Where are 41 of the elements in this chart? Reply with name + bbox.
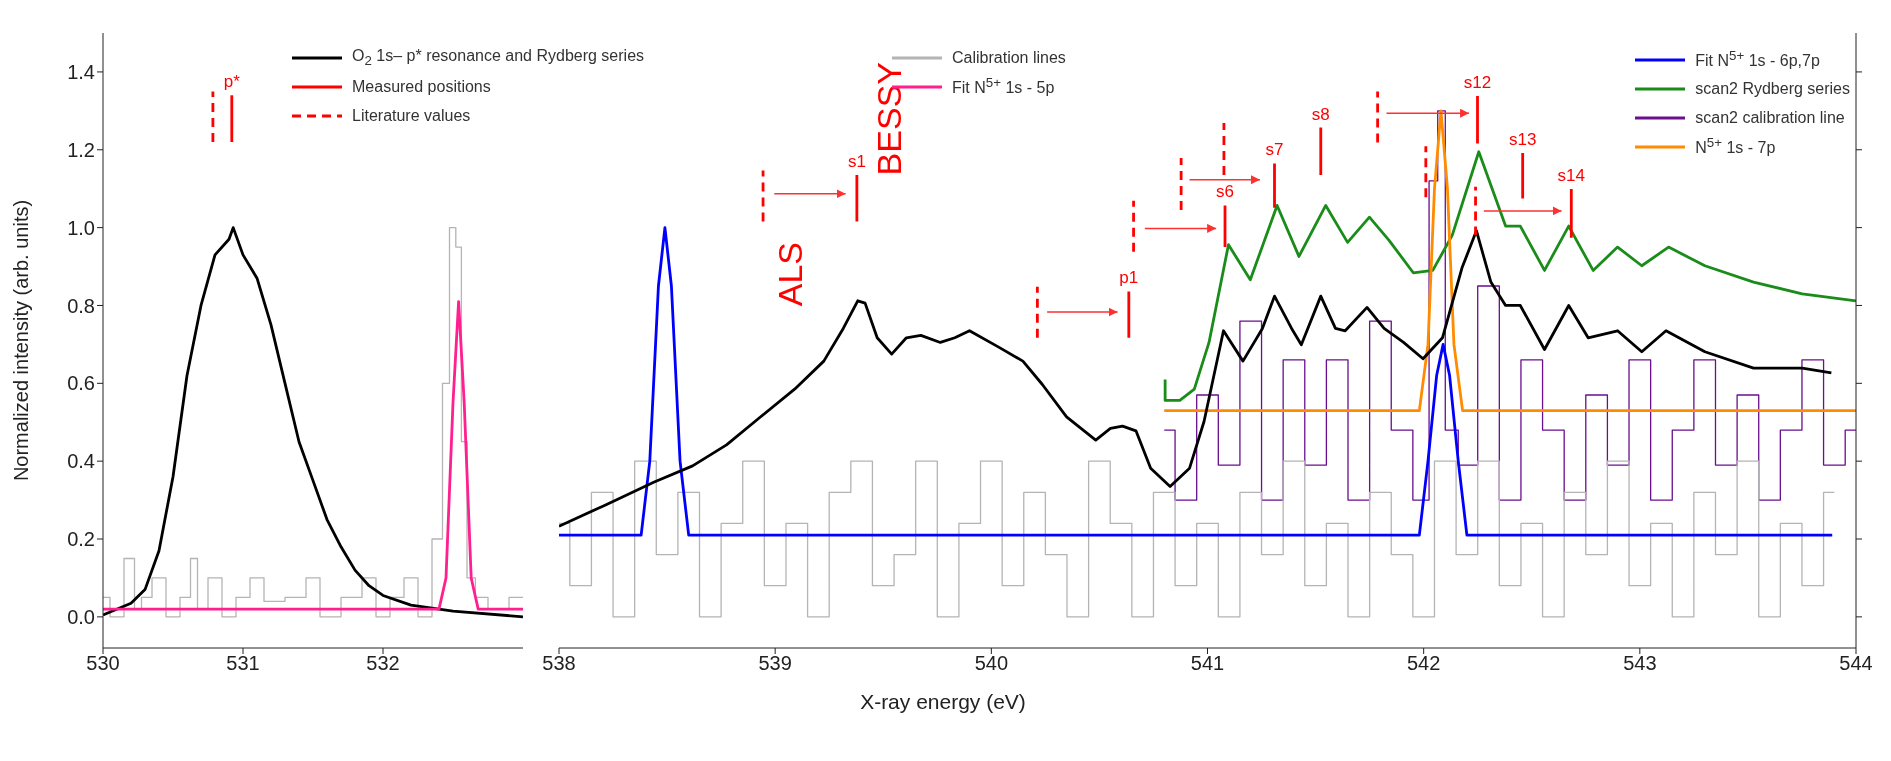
data-label: s14 bbox=[1557, 166, 1586, 186]
data-label: s13 bbox=[1508, 129, 1537, 149]
y-tick-label: 1.0 bbox=[67, 216, 95, 239]
x-tick-label: 542 bbox=[1406, 652, 1441, 675]
y-axis-title: Normalized intensity (arb. units) bbox=[10, 199, 33, 482]
y-tick-label: 0.6 bbox=[67, 372, 95, 395]
x-tick-label: 539 bbox=[758, 652, 792, 675]
x-axis-title: X-ray energy (eV) bbox=[860, 690, 1026, 713]
x-tick-label: 530 bbox=[86, 652, 120, 675]
y-tick-label: 0.0 bbox=[67, 605, 95, 628]
x-tick-label: 543 bbox=[1623, 652, 1657, 675]
y-tick-label: 1.2 bbox=[67, 138, 95, 161]
legend-label: O$_{2}$ 1s– p* resonance and Rydberg series bbox=[352, 46, 645, 69]
x-tick-label: 532 bbox=[366, 652, 400, 675]
data-label: s6 bbox=[1216, 182, 1234, 202]
legend-label: Fit N$^{5+}$ 1s - 6p,7p bbox=[1695, 48, 1820, 71]
x-tick-label: 531 bbox=[226, 652, 260, 675]
legend-label: Calibration lines bbox=[952, 48, 1066, 67]
x-tick-label: 538 bbox=[542, 652, 576, 675]
annotation: BESSY bbox=[870, 62, 908, 176]
data-label: s7 bbox=[1265, 140, 1284, 160]
legend-label: Literature values bbox=[352, 106, 471, 125]
data-label: p1 bbox=[1119, 268, 1139, 288]
y-tick-label: 0.2 bbox=[67, 528, 95, 551]
data-label: s8 bbox=[1311, 104, 1330, 124]
legend-label: scan2 calibration line bbox=[1695, 108, 1845, 127]
data-label: s12 bbox=[1463, 73, 1492, 93]
line-series bbox=[103, 300, 523, 611]
x-tick-label: 544 bbox=[1839, 652, 1873, 675]
data-label: p* bbox=[223, 72, 241, 92]
y-tick-label: 0.8 bbox=[67, 294, 95, 317]
legend-label: Fit N$^{5+}$ 1s - 5p bbox=[952, 75, 1055, 98]
legend-label: N$^{5+}$ 1s - 7p bbox=[1695, 135, 1776, 158]
x-tick-label: 540 bbox=[974, 652, 1009, 675]
annotation: ALS bbox=[771, 242, 809, 307]
x-tick-label: 541 bbox=[1190, 652, 1225, 675]
legend-label: scan2 Rydberg series bbox=[1695, 79, 1850, 98]
legend-label: Measured positions bbox=[352, 77, 491, 96]
y-tick-label: 0.4 bbox=[67, 450, 95, 473]
y-tick-label: 1.4 bbox=[67, 61, 95, 84]
data-label: s1 bbox=[847, 152, 866, 172]
